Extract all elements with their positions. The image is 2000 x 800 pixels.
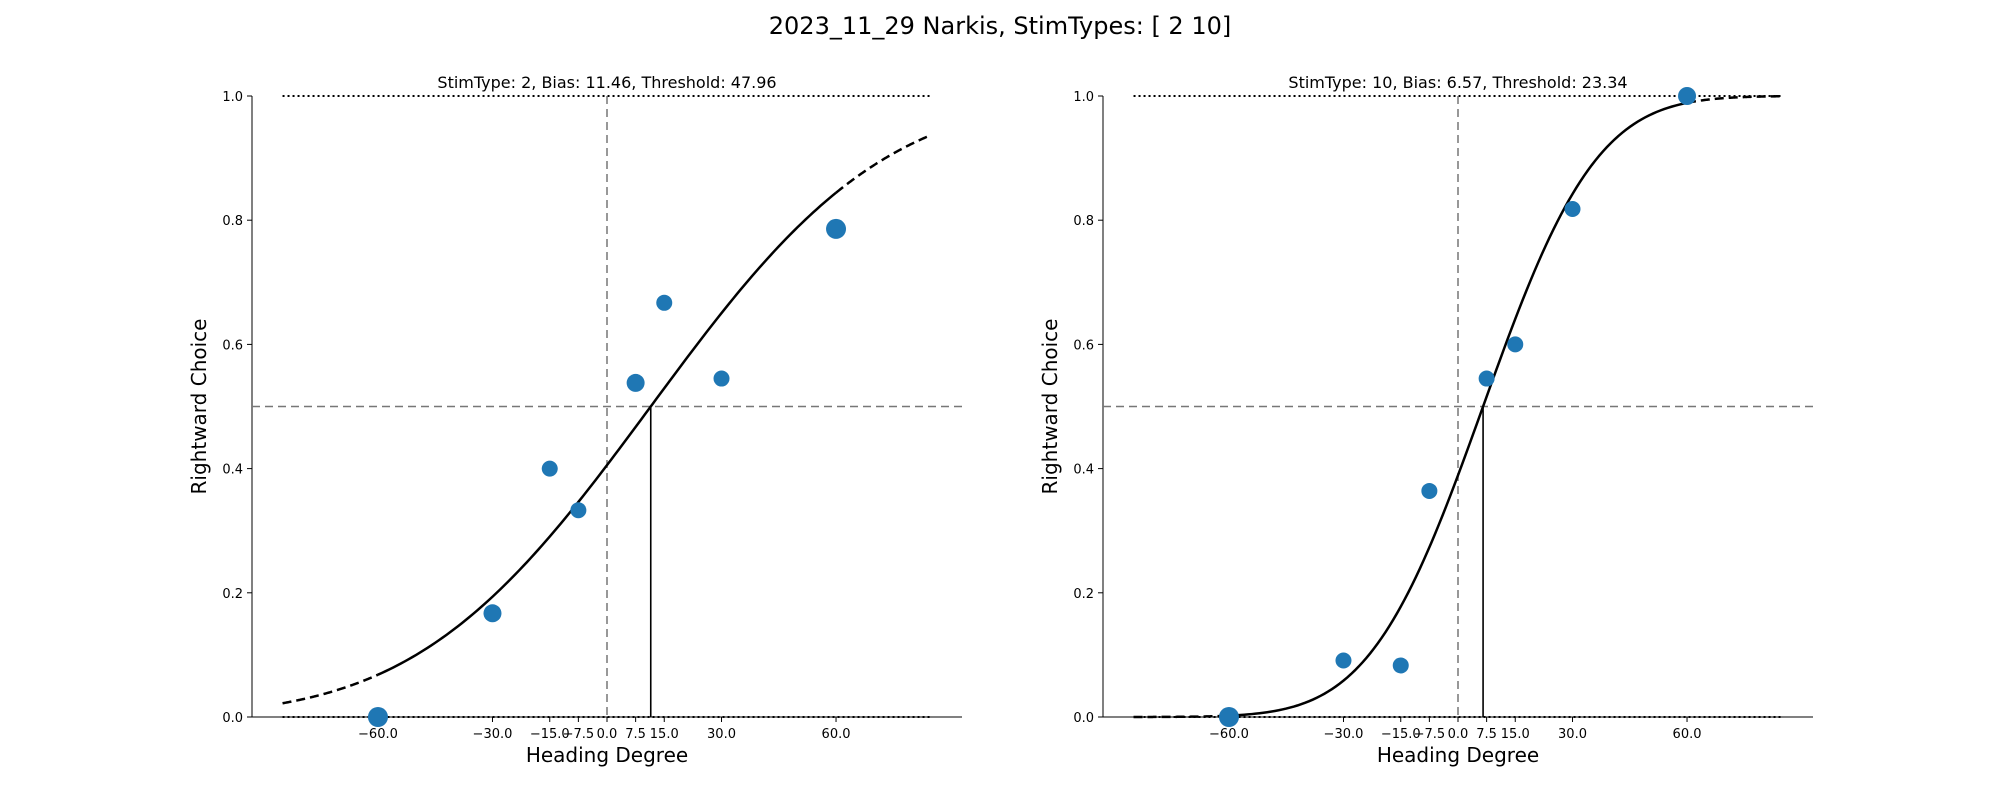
data-point xyxy=(826,218,847,239)
data-point xyxy=(1678,87,1697,105)
y-tick-label: 1.0 xyxy=(1073,90,1094,105)
y-tick-label: 0.6 xyxy=(222,338,243,353)
data-point xyxy=(1335,652,1352,669)
y-tick-label: 0.6 xyxy=(1073,338,1094,353)
y-axis-label: Rightward Choice xyxy=(187,319,211,495)
x-tick-label: 7.5 xyxy=(1476,727,1497,742)
x-axis-label: Heading Degree xyxy=(526,743,688,767)
x-tick-label: −60.0 xyxy=(1209,727,1249,742)
data-point xyxy=(570,502,587,519)
y-tick-label: 0.2 xyxy=(1073,587,1094,602)
y-tick-label: 0.4 xyxy=(1073,463,1094,478)
data-point xyxy=(483,604,502,623)
x-tick-label: 15.0 xyxy=(1501,727,1530,742)
x-tick-label: −7.5 xyxy=(563,727,595,742)
x-tick-label: 30.0 xyxy=(1558,727,1587,742)
x-tick-label: −7.5 xyxy=(1414,727,1446,742)
psychometric-panel-stimtype-2: StimType: 2, Bias: 11.46, Threshold: 47.… xyxy=(187,73,962,767)
x-tick-label: −30.0 xyxy=(1324,727,1364,742)
y-tick-label: 0.8 xyxy=(222,214,243,229)
psychometric-panel-stimtype-10: StimType: 10, Bias: 6.57, Threshold: 23.… xyxy=(1038,73,1813,767)
panel-title: StimType: 2, Bias: 11.46, Threshold: 47.… xyxy=(437,73,776,92)
data-point xyxy=(1392,657,1409,674)
figure-suptitle: 2023_11_29 Narkis, StimTypes: [ 2 10] xyxy=(769,12,1231,40)
y-tick-label: 0.2 xyxy=(222,587,243,602)
x-tick-label: 60.0 xyxy=(1673,727,1702,742)
x-tick-label: −15.0 xyxy=(1381,727,1421,742)
x-tick-label: −60.0 xyxy=(358,727,398,742)
y-axis-label: Rightward Choice xyxy=(1038,319,1062,495)
fit-curve-left-tail xyxy=(282,673,379,705)
x-tick-label: 60.0 xyxy=(822,727,851,742)
y-tick-label: 0.4 xyxy=(222,463,243,478)
x-tick-label: −15.0 xyxy=(530,727,570,742)
fit-curve-right-tail xyxy=(1686,94,1783,105)
data-point xyxy=(656,294,673,311)
fit-curve xyxy=(377,191,837,676)
y-tick-label: 1.0 xyxy=(222,90,243,105)
x-tick-label: 0.0 xyxy=(597,727,618,742)
fit-curve xyxy=(1228,101,1688,717)
y-tick-label: 0.8 xyxy=(1073,214,1094,229)
fit-curve-right-tail xyxy=(835,133,932,194)
x-tick-label: 7.5 xyxy=(625,727,646,742)
x-tick-label: 0.0 xyxy=(1448,727,1469,742)
y-tick-label: 0.0 xyxy=(1073,711,1094,726)
x-tick-label: 15.0 xyxy=(650,727,679,742)
data-point xyxy=(1421,482,1438,499)
data-point xyxy=(1478,370,1495,387)
y-tick-label: 0.0 xyxy=(222,711,243,726)
x-axis-label: Heading Degree xyxy=(1377,743,1539,767)
data-point xyxy=(541,460,558,477)
data-point xyxy=(1564,201,1581,218)
data-point xyxy=(626,373,645,392)
data-point xyxy=(1218,707,1239,727)
data-point xyxy=(713,370,730,387)
x-tick-label: −30.0 xyxy=(473,727,513,742)
data-point xyxy=(367,707,388,727)
fit-curve-left-tail xyxy=(1133,714,1230,719)
x-tick-label: 30.0 xyxy=(707,727,736,742)
panel-title: StimType: 10, Bias: 6.57, Threshold: 23.… xyxy=(1288,73,1627,92)
data-point xyxy=(1507,336,1524,353)
